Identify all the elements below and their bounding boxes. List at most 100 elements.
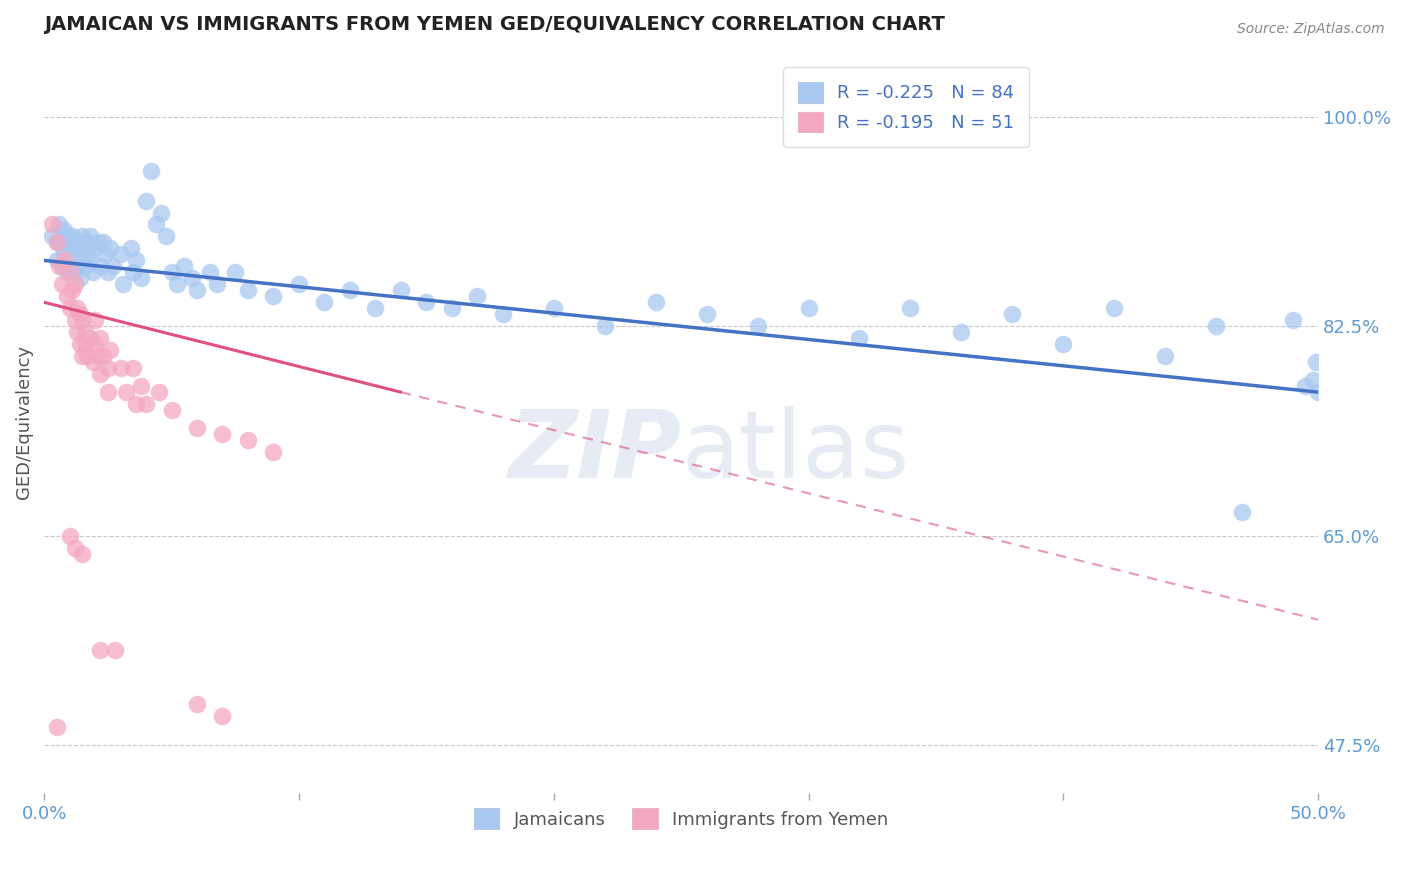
Point	[63, 541, 86, 555]
Point	[186, 421, 208, 435]
Point	[53, 253, 76, 268]
Point	[98, 343, 121, 358]
Point	[60, 247, 83, 261]
Point	[97, 265, 120, 279]
Point	[211, 708, 233, 723]
Point	[94, 247, 117, 261]
Point	[72, 349, 94, 363]
Point	[492, 307, 515, 321]
Point	[79, 229, 101, 244]
Point	[51, 260, 73, 274]
Point	[69, 271, 91, 285]
Point	[69, 337, 91, 351]
Point	[45, 253, 67, 268]
Point	[97, 361, 120, 376]
Point	[1001, 307, 1024, 321]
Point	[66, 235, 89, 250]
Point	[224, 265, 246, 279]
Point	[155, 229, 177, 244]
Legend: Jamaicans, Immigrants from Yemen: Jamaicans, Immigrants from Yemen	[467, 801, 896, 837]
Point	[110, 247, 132, 261]
Point	[104, 642, 127, 657]
Point	[45, 235, 67, 250]
Point	[69, 242, 91, 256]
Point	[72, 547, 94, 561]
Point	[53, 223, 76, 237]
Point	[166, 277, 188, 292]
Point	[66, 301, 89, 316]
Text: atlas: atlas	[681, 406, 910, 498]
Point	[236, 284, 259, 298]
Point	[1294, 379, 1316, 393]
Point	[51, 235, 73, 250]
Point	[198, 265, 221, 279]
Point	[180, 271, 202, 285]
Point	[58, 529, 80, 543]
Point	[72, 313, 94, 327]
Point	[262, 289, 284, 303]
Point	[45, 721, 67, 735]
Point	[58, 301, 80, 316]
Point	[173, 260, 195, 274]
Point	[56, 229, 79, 244]
Point	[63, 265, 86, 279]
Point	[148, 385, 170, 400]
Point	[1230, 505, 1253, 519]
Point	[900, 301, 922, 316]
Point	[53, 247, 76, 261]
Point	[339, 284, 361, 298]
Point	[186, 284, 208, 298]
Point	[160, 265, 183, 279]
Point	[1052, 337, 1074, 351]
Point	[89, 331, 111, 345]
Point	[129, 379, 152, 393]
Point	[89, 367, 111, 381]
Point	[122, 361, 145, 376]
Point	[389, 284, 412, 298]
Point	[122, 265, 145, 279]
Point	[84, 313, 107, 327]
Point	[797, 301, 820, 316]
Point	[66, 260, 89, 274]
Point	[950, 326, 973, 340]
Point	[91, 349, 114, 363]
Point	[86, 349, 108, 363]
Text: ZIP: ZIP	[508, 406, 681, 498]
Point	[1281, 313, 1303, 327]
Point	[415, 295, 437, 310]
Point	[89, 260, 111, 274]
Point	[186, 697, 208, 711]
Point	[135, 194, 157, 208]
Point	[1308, 385, 1330, 400]
Point	[86, 235, 108, 250]
Point	[79, 331, 101, 345]
Point	[73, 326, 96, 340]
Point	[465, 289, 488, 303]
Point	[848, 331, 870, 345]
Point	[288, 277, 311, 292]
Point	[543, 301, 565, 316]
Point	[48, 218, 70, 232]
Point	[97, 385, 120, 400]
Point	[145, 218, 167, 232]
Point	[84, 337, 107, 351]
Point	[1104, 301, 1126, 316]
Point	[63, 313, 86, 327]
Point	[696, 307, 718, 321]
Point	[211, 427, 233, 442]
Point	[82, 265, 104, 279]
Point	[58, 265, 80, 279]
Point	[73, 260, 96, 274]
Point	[150, 205, 173, 219]
Point	[51, 277, 73, 292]
Point	[440, 301, 463, 316]
Text: Source: ZipAtlas.com: Source: ZipAtlas.com	[1237, 22, 1385, 37]
Point	[160, 403, 183, 417]
Point	[73, 235, 96, 250]
Point	[41, 218, 63, 232]
Point	[112, 277, 135, 292]
Point	[79, 253, 101, 268]
Point	[314, 295, 336, 310]
Y-axis label: GED/Equivalency: GED/Equivalency	[15, 345, 32, 500]
Point	[114, 385, 136, 400]
